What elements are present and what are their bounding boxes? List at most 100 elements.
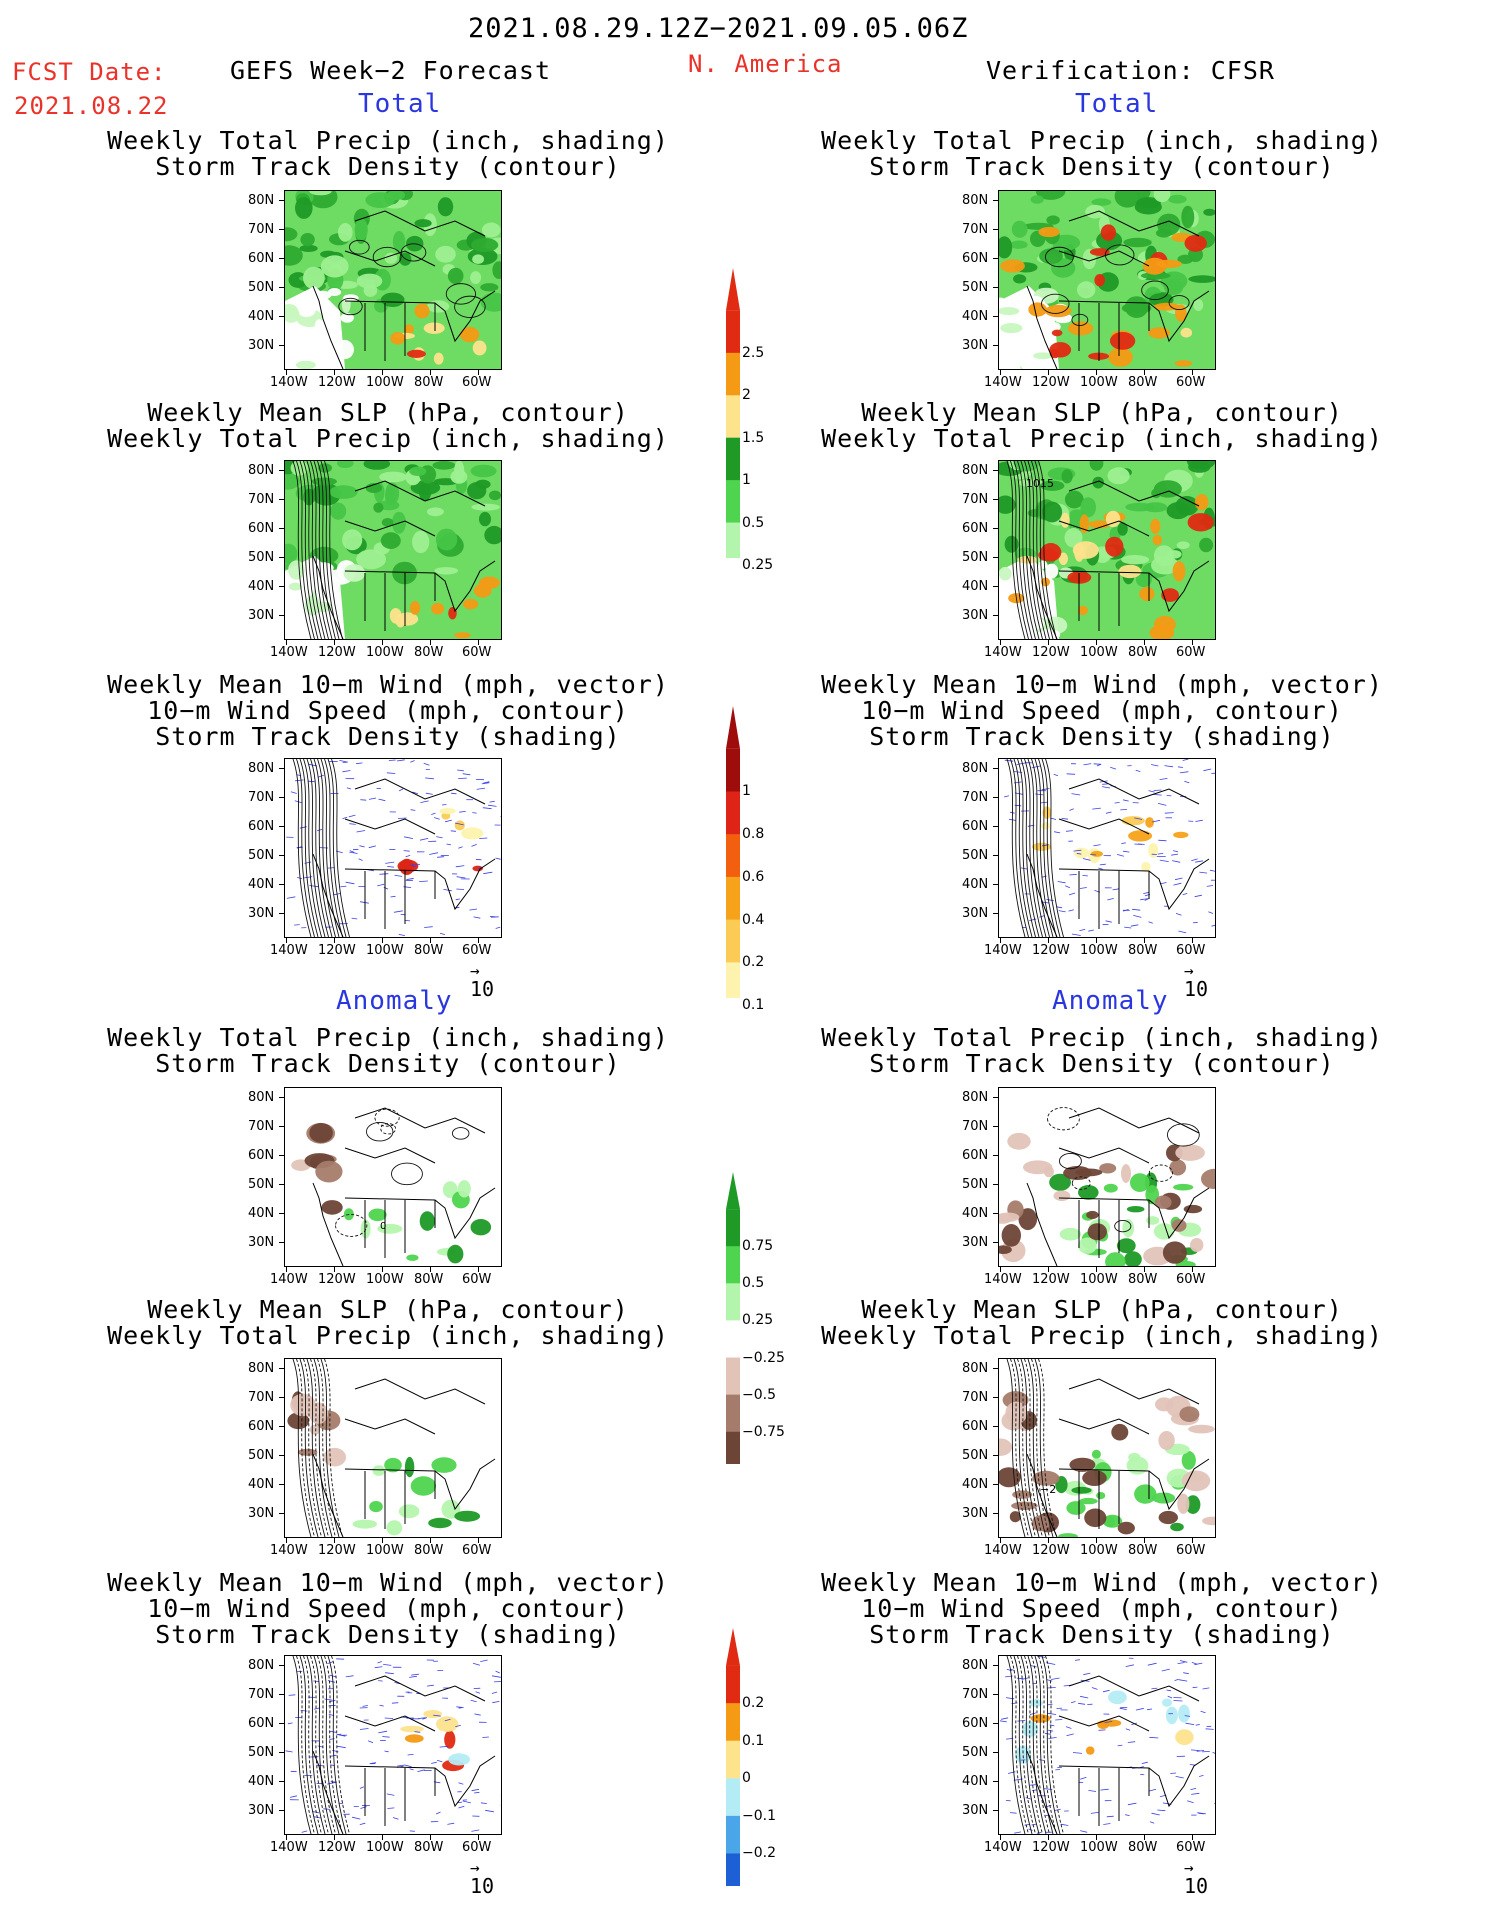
lon-tick bbox=[1000, 938, 1001, 943]
lon-tick bbox=[1048, 370, 1049, 375]
lon-label: 80W bbox=[1128, 943, 1158, 958]
lat-label: 80N bbox=[962, 1658, 989, 1673]
panel-title-line: Weekly Mean 10−m Wind (mph, vector) bbox=[107, 1568, 669, 1597]
panel-title-line: Storm Track Density (contour) bbox=[869, 152, 1335, 181]
panel-title-line: Weekly Total Precip (inch, shading) bbox=[821, 1321, 1383, 1350]
lat-label: 80N bbox=[962, 761, 989, 776]
lon-label: 120W bbox=[1032, 645, 1070, 660]
lat-label: 70N bbox=[248, 1119, 275, 1134]
map-panel bbox=[284, 1358, 502, 1538]
lon-label: 140W bbox=[270, 1272, 308, 1287]
vector-reference-value: 10 bbox=[1184, 977, 1209, 1001]
lon-label: 140W bbox=[270, 1840, 308, 1855]
lon-label: 120W bbox=[318, 943, 356, 958]
lon-label: 140W bbox=[984, 1543, 1022, 1558]
lat-label: 40N bbox=[248, 1477, 275, 1492]
colorbar-segment bbox=[726, 876, 740, 921]
isobar-label: 1015 bbox=[1026, 477, 1054, 490]
colorbar-total-track bbox=[726, 706, 740, 998]
lat-label: 30N bbox=[962, 1506, 989, 1521]
lat-label: 60N bbox=[248, 1148, 275, 1163]
lat-label: 30N bbox=[248, 608, 275, 623]
lon-label: 140W bbox=[984, 645, 1022, 660]
lon-tick bbox=[478, 1835, 479, 1840]
lat-label: 40N bbox=[962, 1774, 989, 1789]
lon-tick bbox=[1192, 938, 1193, 943]
lat-tick bbox=[279, 1455, 284, 1456]
lat-tick bbox=[279, 1513, 284, 1514]
panel-title-line: 10−m Wind Speed (mph, contour) bbox=[147, 1594, 629, 1623]
lon-tick bbox=[334, 370, 335, 375]
lat-label: 80N bbox=[248, 1090, 275, 1105]
panel-title-line: Weekly Mean SLP (hPa, contour) bbox=[861, 1295, 1343, 1324]
map-panel bbox=[998, 1087, 1216, 1267]
lon-tick bbox=[430, 640, 431, 645]
colorbar-label: −0.2 bbox=[742, 1845, 776, 1862]
colorbar-top-triangle bbox=[726, 706, 740, 749]
lat-tick bbox=[993, 1723, 998, 1724]
lat-tick bbox=[279, 586, 284, 587]
lon-label: 60W bbox=[1176, 645, 1206, 660]
panel-title-line: Weekly Mean SLP (hPa, contour) bbox=[147, 1295, 629, 1324]
lon-tick bbox=[1192, 640, 1193, 645]
lat-label: 50N bbox=[248, 280, 275, 295]
lat-label: 30N bbox=[962, 1235, 989, 1250]
panel-title-line: 10−m Wind Speed (mph, contour) bbox=[861, 1594, 1343, 1623]
lon-tick bbox=[1192, 1267, 1193, 1272]
colorbar-label: 0.1 bbox=[742, 997, 765, 1014]
lat-tick bbox=[279, 316, 284, 317]
lon-label: 60W bbox=[1176, 1543, 1206, 1558]
panel-title-line: Weekly Mean 10−m Wind (mph, vector) bbox=[107, 670, 669, 699]
lon-label: 120W bbox=[318, 1543, 356, 1558]
lat-tick bbox=[993, 768, 998, 769]
colorbar-label: −0.25 bbox=[742, 1349, 785, 1366]
vector-reference: → 10 bbox=[1184, 1858, 1209, 1899]
lon-label: 80W bbox=[1128, 375, 1158, 390]
region-label: N. America bbox=[688, 50, 843, 78]
lon-tick bbox=[1048, 1538, 1049, 1543]
colorbar-segment bbox=[726, 1394, 740, 1433]
lat-label: 30N bbox=[248, 1803, 275, 1818]
lat-tick bbox=[993, 1694, 998, 1695]
lon-label: 100W bbox=[1080, 1840, 1118, 1855]
lon-label: 60W bbox=[1176, 943, 1206, 958]
lat-label: 30N bbox=[248, 1506, 275, 1521]
map-panel bbox=[284, 758, 502, 938]
lat-label: 80N bbox=[248, 761, 275, 776]
colorbar-segment bbox=[726, 1320, 740, 1359]
lat-label: 60N bbox=[962, 1716, 989, 1731]
date-range: 2021.08.29.12Z−2021.09.05.06Z bbox=[468, 13, 969, 44]
lat-tick bbox=[279, 345, 284, 346]
lat-label: 40N bbox=[962, 877, 989, 892]
lat-tick bbox=[993, 1810, 998, 1811]
lat-tick bbox=[993, 345, 998, 346]
lon-tick bbox=[430, 370, 431, 375]
colorbar-segment bbox=[726, 1815, 740, 1854]
panel-title-line: Storm Track Density (contour) bbox=[869, 1049, 1335, 1078]
lat-label: 70N bbox=[248, 492, 275, 507]
lat-tick bbox=[993, 316, 998, 317]
lat-tick bbox=[993, 258, 998, 259]
lon-label: 100W bbox=[1080, 375, 1118, 390]
lon-label: 60W bbox=[1176, 375, 1206, 390]
lat-tick bbox=[993, 855, 998, 856]
fcst-date-label: FCST Date: bbox=[12, 58, 167, 86]
lon-label: 60W bbox=[462, 1272, 492, 1287]
lat-tick bbox=[279, 1752, 284, 1753]
colorbar-segment bbox=[726, 1740, 740, 1779]
lon-label: 140W bbox=[984, 375, 1022, 390]
lon-tick bbox=[1096, 370, 1097, 375]
lon-tick bbox=[1144, 640, 1145, 645]
lat-label: 50N bbox=[248, 1745, 275, 1760]
lat-label: 60N bbox=[962, 251, 989, 266]
lat-tick bbox=[279, 884, 284, 885]
lon-label: 60W bbox=[462, 943, 492, 958]
lat-tick bbox=[279, 499, 284, 500]
colorbar-segment bbox=[726, 1209, 740, 1247]
lat-tick bbox=[279, 1723, 284, 1724]
lat-tick bbox=[993, 1242, 998, 1243]
colorbar-segment bbox=[726, 352, 740, 396]
map-canvas bbox=[999, 1656, 1215, 1834]
right-anomaly-label: Anomaly bbox=[1052, 986, 1169, 1016]
lat-tick bbox=[993, 1781, 998, 1782]
